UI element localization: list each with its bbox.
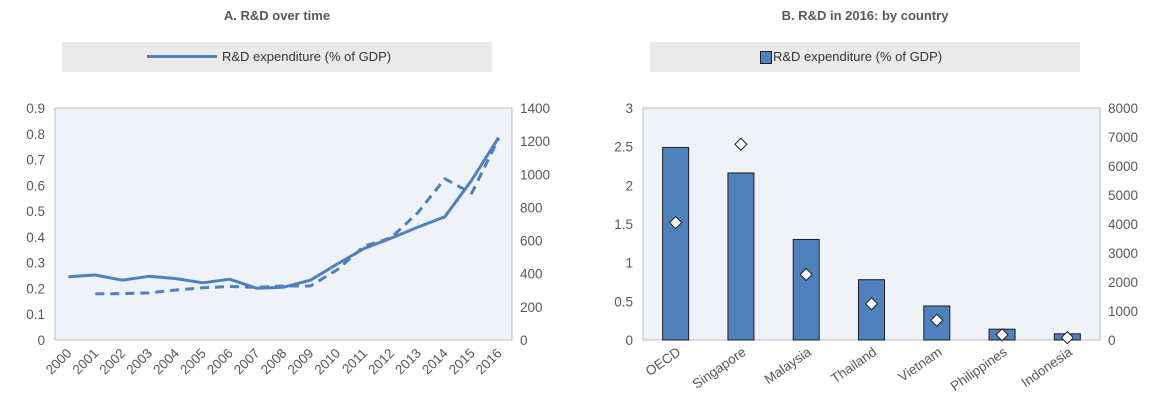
y-tick-label-left: 0.4 [26,230,45,245]
panel-b-title: B. R&D in 2016: by country [781,8,949,23]
x-tick-label: 2013 [392,346,424,378]
y-tick-label-left: 0.2 [26,281,45,296]
x-tick-label: Malaysia [762,344,815,387]
y-tick-label-right: 1400 [520,101,550,116]
panel-a-title: A. R&D over time [223,8,331,23]
x-tick-label: 2010 [312,346,344,378]
panel-b-legend-label: R&D expenditure (% of GDP) [773,49,943,64]
x-tick-label: 2016 [473,346,505,378]
y-tick-label-left: 0.5 [26,204,45,219]
y-tick-label-right: 0 [1108,333,1116,348]
diamond-marker [995,328,1009,342]
bar-singapore [727,172,755,341]
y-tick-label-right: 200 [520,300,543,315]
y-tick-label-right: 1200 [520,134,550,149]
diamond-marker [734,137,748,151]
panel-a-legend-label: R&D expenditure (% of GDP) [222,49,392,64]
x-tick-label: Vietnam [896,344,945,385]
panel-b-legend: R&D expenditure (% of GDP) [650,42,1080,72]
y-tick-label-left: 0 [37,333,45,348]
series-line-right-axis [95,138,500,296]
y-tick-label-right: 1000 [1108,304,1138,319]
x-tick-label: 2002 [96,346,128,378]
x-tick-label: Thailand [828,344,879,386]
y-tick-label-right: 5000 [1108,188,1138,203]
y-tick-label-right: 6000 [1108,159,1138,174]
x-tick-label: 2014 [419,345,451,377]
y-tick-label-right: 4000 [1108,217,1138,232]
x-tick-label: 2012 [365,346,397,378]
y-tick-label-left: 0.7 [26,153,45,168]
y-tick-label-right: 0 [520,333,528,348]
y-tick-label-left: 1.5 [614,217,633,232]
y-tick-label-left: 1 [625,256,633,271]
x-tick-label: OECD [643,344,684,379]
x-tick-label: 2009 [285,346,317,378]
x-tick-label: Singapore [690,344,749,392]
y-tick-label-left: 0.8 [26,127,45,142]
x-tick-label: 2004 [150,345,182,377]
y-tick-label-right: 7000 [1108,130,1138,145]
y-tick-label-left: 0 [625,333,633,348]
y-tick-label-left: 2.5 [614,140,633,155]
legend-bar-swatch [760,51,772,64]
bar-oecd [662,146,690,341]
x-tick-label: 2001 [70,346,102,378]
legend-line-swatch-wrap [147,55,217,58]
panel-a-legend: R&D expenditure (% of GDP) [62,42,492,72]
bar-vietnam [923,305,951,341]
y-tick-label-right: 400 [520,267,543,282]
y-tick-label-left: 0.5 [614,294,633,309]
y-tick-label-left: 0.3 [26,256,45,271]
diamond-marker [668,215,683,230]
y-tick-label-right: 800 [520,200,543,215]
diamond-marker [1060,330,1075,345]
diamond-marker [799,267,813,282]
diamond-marker [930,313,944,327]
x-tick-label: Philippines [948,344,1010,394]
y-tick-label-right: 1000 [520,167,550,182]
plot-area-a [54,107,513,341]
bar-malaysia [792,238,820,341]
x-tick-label: Indonesia [1019,344,1076,390]
diamond-marker [864,297,879,311]
y-tick-label-right: 3000 [1108,246,1138,261]
x-tick-label: 2003 [123,346,155,378]
y-tick-label-left: 3 [625,101,633,116]
y-tick-label-right: 600 [520,234,543,249]
y-tick-label-left: 0.6 [26,178,45,193]
x-tick-label: 2000 [43,346,75,378]
y-tick-label-right: 2000 [1108,275,1138,290]
y-tick-label-left: 0.1 [26,307,45,322]
x-tick-label: 2011 [339,346,370,377]
y-tick-label-left: 2 [625,178,633,193]
x-tick-label: 2006 [204,346,236,378]
y-tick-label-left: 0.9 [26,101,45,116]
x-tick-label: 2007 [231,346,263,378]
y-tick-label-right: 8000 [1108,101,1138,116]
x-tick-label: 2015 [446,346,478,378]
x-tick-label: 2008 [258,346,290,378]
x-tick-label: 2005 [177,346,209,378]
